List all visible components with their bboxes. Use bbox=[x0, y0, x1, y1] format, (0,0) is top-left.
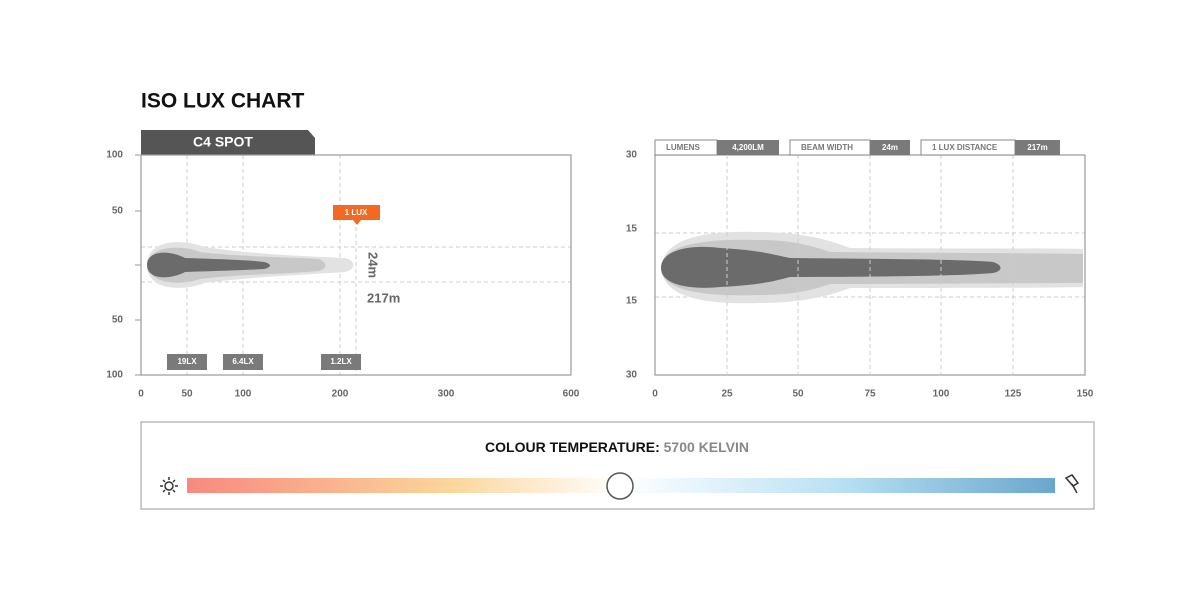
cool-icon bbox=[1064, 474, 1080, 494]
lux-badge bbox=[321, 354, 361, 370]
x-tick-label: 600 bbox=[563, 389, 580, 400]
y-tick-label: 30 bbox=[626, 150, 638, 161]
warm-icon bbox=[160, 477, 178, 495]
x-tick-label: 125 bbox=[1005, 389, 1022, 400]
lux-contour bbox=[661, 246, 1001, 288]
x-tick-label: 150 bbox=[1077, 389, 1094, 400]
y-tick-label: 15 bbox=[626, 224, 638, 235]
stat-value-box bbox=[717, 140, 779, 155]
lux-badge-label: 19LX bbox=[177, 357, 197, 366]
stat-value: 4,200LM bbox=[732, 143, 764, 152]
y-tick-label: 100 bbox=[106, 370, 123, 381]
beam-width-label: 24m bbox=[366, 252, 381, 278]
y-tick-label: 15 bbox=[626, 296, 638, 307]
stat-value-box bbox=[1015, 140, 1060, 155]
y-tick-label: 50 bbox=[112, 206, 124, 217]
side-view-chart: 1 LUX 24m 217m 100 50 50 100 0 50 100 200 300 600… bbox=[106, 150, 579, 400]
lux-badge-label: 1.2LX bbox=[330, 357, 352, 366]
lux-badge-label: 6.4LX bbox=[232, 357, 254, 366]
y-tick-label: 50 bbox=[112, 315, 124, 326]
callout bbox=[333, 205, 380, 225]
colour-value: 5700 KELVIN bbox=[664, 439, 749, 455]
product-tab-label: C4 SPOT bbox=[193, 134, 253, 150]
x-tick-label: 75 bbox=[864, 389, 876, 400]
stat-label: BEAM WIDTH bbox=[801, 143, 853, 152]
callout-label: 1 LUX bbox=[345, 208, 368, 217]
lux-badge bbox=[167, 354, 207, 370]
distance-label: 217m bbox=[367, 290, 400, 305]
product-tab bbox=[141, 130, 315, 155]
y-tick-label: 30 bbox=[626, 370, 638, 381]
stat-value: 24m bbox=[882, 143, 898, 152]
colour-slider-knob[interactable] bbox=[606, 472, 634, 500]
x-tick-label: 100 bbox=[235, 389, 252, 400]
stat-label: LUMENS bbox=[666, 143, 700, 152]
x-tick-label: 100 bbox=[933, 389, 950, 400]
colour-label: COLOUR TEMPERATURE: bbox=[485, 439, 660, 455]
stat-label: 1 LUX DISTANCE bbox=[932, 143, 998, 152]
x-tick-label: 0 bbox=[138, 389, 144, 400]
x-tick-label: 200 bbox=[332, 389, 349, 400]
colour-temperature: COLOUR TEMPERATURE: 5700 KELVIN bbox=[485, 439, 749, 455]
colour-panel bbox=[140, 421, 1095, 510]
top-view-chart: 30 15 15 30 0 25 50 75 100 125 150 LUMENS 4,200LM BEA… bbox=[626, 139, 1094, 400]
lux-badge bbox=[223, 354, 263, 370]
stat-value-box bbox=[870, 140, 910, 155]
x-tick-label: 50 bbox=[792, 389, 804, 400]
title: ISO LUX CHART bbox=[141, 90, 305, 113]
stat-value: 217m bbox=[1027, 143, 1047, 152]
x-tick-label: 0 bbox=[652, 389, 658, 400]
y-tick-label: 100 bbox=[106, 150, 123, 161]
x-tick-label: 300 bbox=[438, 389, 455, 400]
x-tick-label: 50 bbox=[181, 389, 193, 400]
x-tick-label: 25 bbox=[721, 389, 733, 400]
lux-contour bbox=[147, 252, 270, 278]
